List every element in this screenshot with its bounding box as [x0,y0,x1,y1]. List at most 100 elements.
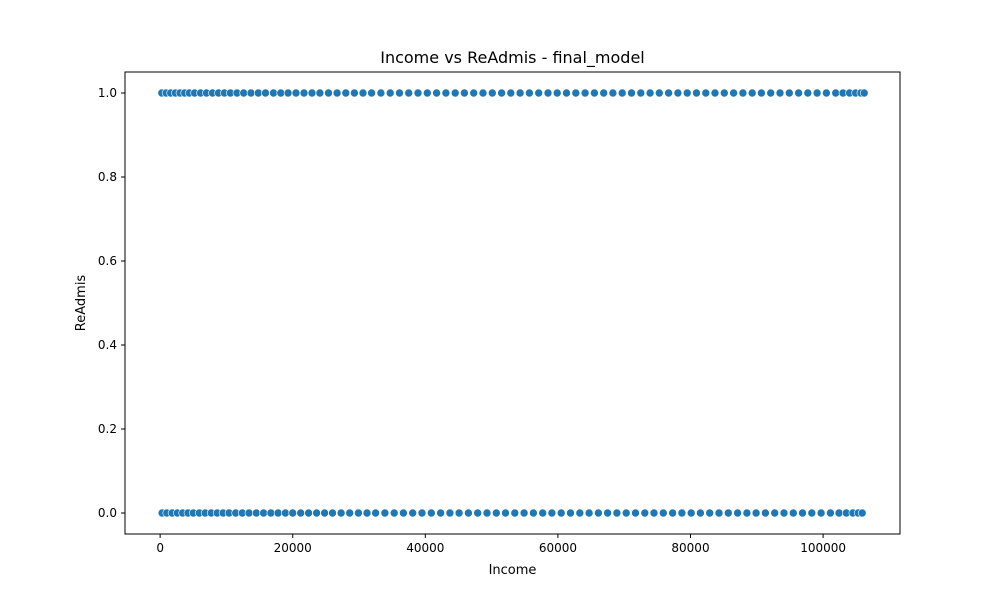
data-point [571,88,581,98]
data-point [354,508,363,518]
data-point [380,508,390,518]
data-point [341,88,351,98]
data-point [538,508,548,518]
data-points [157,88,869,518]
x-axis-label: Income [489,563,537,578]
data-point [251,508,261,518]
x-tick-label: 80000 [671,541,709,555]
data-point [584,508,594,518]
data-point [562,88,571,98]
data-point [478,88,488,98]
data-point [525,88,534,98]
data-point [729,88,738,98]
data-point [761,508,770,518]
data-point [413,88,423,98]
data-point [266,508,276,518]
data-point [742,508,752,518]
data-point [464,508,473,518]
data-point [328,508,337,518]
data-point [751,508,761,518]
y-tick-label: 0.4 [98,338,117,352]
data-point [654,88,664,98]
data-point [673,88,683,98]
x-tick-label: 40000 [406,541,444,555]
y-axis: 0.0 0.2 0.4 0.6 0.8 1.0 [98,86,125,520]
data-point [686,508,696,518]
data-point [273,508,283,518]
data-point [441,88,451,98]
data-point [332,88,342,98]
data-point [473,508,483,518]
data-point [469,88,479,98]
data-point [631,508,640,518]
data-point [617,88,627,98]
data-point [701,88,711,98]
data-point [534,88,544,98]
data-point [422,88,432,98]
data-point [312,508,321,518]
data-point [547,508,557,518]
data-point [779,508,789,518]
data-point [350,88,359,98]
plot-frame [124,71,901,535]
data-point [519,508,529,518]
data-point [385,88,395,98]
data-point [239,88,248,98]
y-tick-label: 0.0 [98,506,117,520]
data-point [599,88,609,98]
data-point [506,88,516,98]
data-point [501,508,510,518]
data-point [276,88,286,98]
data-point [640,508,650,518]
data-point [590,88,599,98]
data-point [696,508,705,518]
data-point [371,508,380,518]
data-point [253,88,263,98]
data-point [426,508,436,518]
data-point [491,508,501,518]
data-point [831,88,841,98]
data-point [649,508,659,518]
data-point [324,88,333,98]
data-point [645,88,655,98]
data-point [636,88,646,98]
data-point [304,508,313,518]
data-point [612,508,622,518]
chart-title: Income vs ReAdmis - final_model [380,48,645,68]
data-point [627,88,636,98]
data-point [487,88,497,98]
data-point [497,88,506,98]
x-tick-label: 0 [156,541,164,555]
data-point [692,88,701,98]
data-point [246,88,256,98]
data-point [307,88,317,98]
data-point [580,88,590,98]
data-point [389,508,399,518]
data-point [432,88,441,98]
data-point [682,88,692,98]
data-point [315,88,325,98]
data-point [826,508,835,518]
data-point [367,88,376,98]
data-point [766,88,776,98]
data-point [719,88,729,98]
data-point [281,508,290,518]
data-point [376,88,386,98]
data-point [259,508,268,518]
y-tick-label: 1.0 [98,86,117,100]
data-point [775,88,785,98]
data-point [543,88,553,98]
data-point [510,508,520,518]
data-point [358,88,368,98]
data-point [529,508,538,518]
data-point [362,508,372,518]
data-point [395,88,404,98]
data-point [664,88,673,98]
data-point [454,508,464,518]
data-point [320,508,329,518]
data-point [738,88,748,98]
data-point [556,508,566,518]
data-point [788,508,798,518]
x-axis: 0 20000 40000 60000 80000 100000 [156,534,846,555]
